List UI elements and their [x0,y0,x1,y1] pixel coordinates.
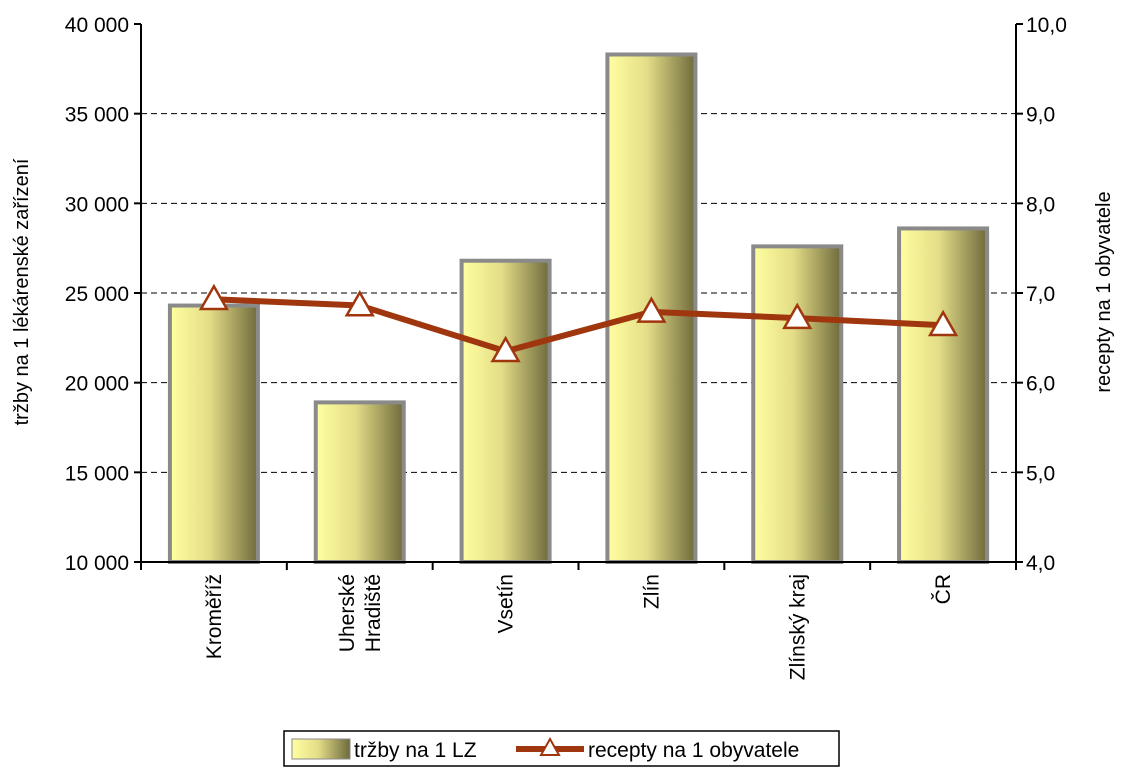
y-tick-label-right: 4,0 [1026,552,1055,575]
bar [313,400,406,565]
y-tick-label-left: 10 000 [65,552,129,575]
x-tick-label-line: Kroměříž [203,574,226,659]
y-tick-label-left: 20 000 [65,373,129,396]
y-tick-label-right: 6,0 [1026,373,1055,396]
x-tick-label-line: Uherské [336,574,359,652]
x-tick-label: Zlínský kraj [786,574,809,680]
y-axis-right-title: recepty na 1 obyvatele [1093,191,1115,392]
x-tick-label: Vsetín [495,574,518,634]
x-tick-label-line: Vsetín [495,574,518,634]
x-tick-label: Uherské Hradiště [336,574,385,652]
y-tick-label-right: 5,0 [1026,462,1055,485]
tick-labels: 10 000 15 000 20 000 25 000 30 000 35 000 40 0… [65,14,1067,680]
gridlines [141,113,1016,473]
bar [897,226,990,564]
line-path [213,296,944,355]
x-tick-label-line: Zlín [640,574,663,609]
line-point [927,309,959,337]
x-tick-label: Kroměříž [203,574,226,659]
y-tick-label-right: 9,0 [1026,104,1055,127]
y-tick-label-left: 15 000 [65,462,129,485]
legend: tržby na 1 LZ recepty na 1 obyvatele [283,730,840,767]
bar [751,244,844,565]
y-tick-label-left: 35 000 [65,104,129,127]
legend-swatch-marker [539,736,561,756]
line-point [636,296,667,323]
bar [167,303,260,564]
line-point [782,302,813,330]
x-tick-label-line: ČR [932,574,955,604]
bar-series [167,52,990,565]
line-point [344,290,375,317]
x-tick-label-line: Zlínský kraj [786,574,809,680]
y-tick-label-left: 25 000 [65,283,129,306]
y-tick-label-left: 30 000 [65,193,129,216]
y-tick-label-right: 8,0 [1026,193,1055,216]
y-axis-left-title: tržby na 1 lékárenské zařízení [11,158,33,425]
legend-label-line: recepty na 1 obyvatele [588,739,799,762]
legend-label-bar: tržby na 1 LZ [354,739,477,762]
line-point [490,335,521,363]
line-point [198,283,230,311]
x-tick-label-line: Hradiště [362,574,385,652]
x-tick-label: Zlín [640,574,663,609]
y-tick-label-right: 10,0 [1026,14,1067,37]
bar [459,258,552,564]
y-tick-label-left: 40 000 [65,14,129,37]
y-tick-label-right: 7,0 [1026,283,1055,306]
axes [134,23,1023,570]
legend-swatch-bar [291,738,351,760]
x-tick-label: ČR [932,574,955,604]
line-series [198,283,959,363]
